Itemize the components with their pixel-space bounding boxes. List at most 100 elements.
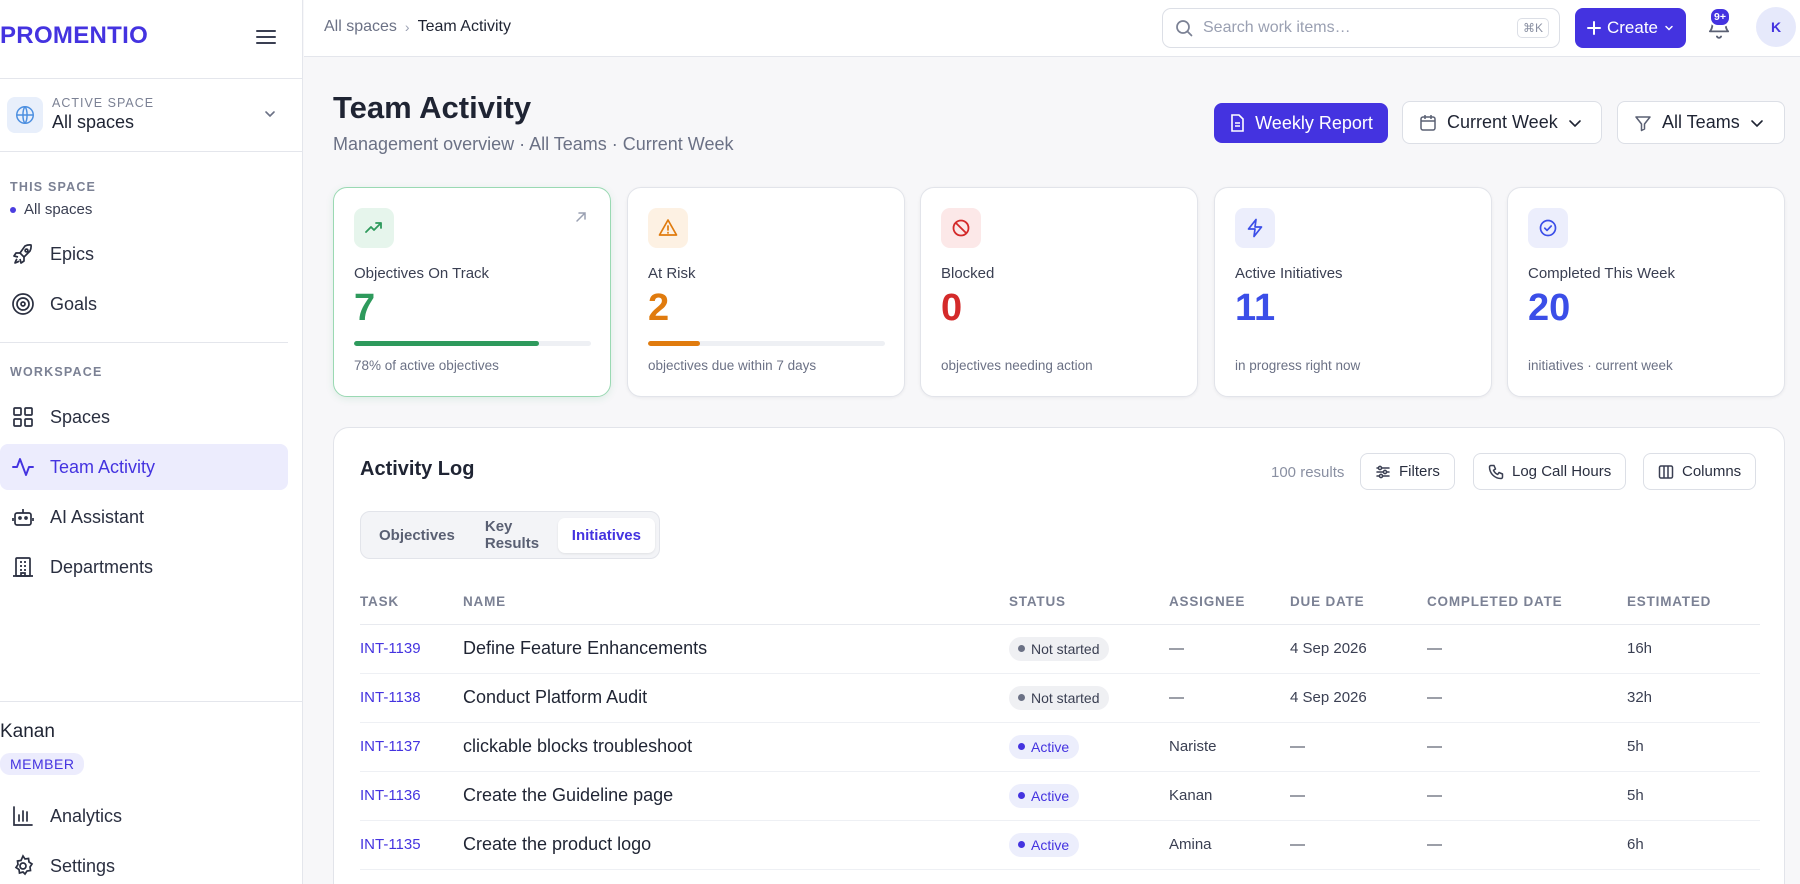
team-filter-dropdown[interactable]: All Teams [1617, 101, 1785, 144]
task-name[interactable]: clickable blocks troubleshoot [463, 722, 1009, 772]
task-id-link[interactable]: INT-1136 [360, 771, 463, 821]
avatar[interactable]: K [1756, 7, 1796, 47]
task-name[interactable]: Create the product logo [463, 820, 1009, 870]
column-header-task[interactable]: TASK [360, 580, 463, 625]
table-row[interactable]: INT-1135 Create the product logo Active … [360, 820, 1760, 870]
check-circle-icon [1528, 208, 1568, 248]
search-box[interactable]: ⌘K [1162, 8, 1560, 48]
column-header-status[interactable]: STATUS [1009, 580, 1169, 625]
sidebar-item-label: Departments [50, 556, 154, 577]
table-row[interactable]: INT-1139 Define Feature Enhancements Not… [360, 624, 1760, 674]
status-text: Not started [1031, 640, 1100, 657]
stat-label: Completed This Week [1528, 265, 1676, 282]
progress-fill [648, 341, 701, 346]
filters-button[interactable]: Filters [1360, 453, 1455, 490]
sidebar-item-label: Settings [50, 855, 116, 876]
column-header-assignee[interactable]: ASSIGNEE [1169, 580, 1290, 625]
status-cell: Not started [1009, 673, 1169, 723]
chevron-down-icon [1750, 116, 1764, 130]
globe-icon [7, 97, 43, 133]
weekly-report-button[interactable]: Weekly Report [1214, 103, 1388, 143]
chevron-down-icon [1568, 116, 1582, 130]
due-date-cell: 4 Sep 2026 [1290, 673, 1427, 723]
task-id-link[interactable]: INT-1137 [360, 722, 463, 772]
stat-card-active-initiatives[interactable]: Active Initiatives 11 in progress right … [1214, 187, 1492, 397]
arrow-up-right-icon[interactable] [574, 210, 588, 224]
assignee-cell: Nariste [1169, 722, 1290, 772]
calendar-icon [1419, 114, 1437, 132]
stat-subtext: objectives due within 7 days [648, 358, 817, 373]
status-cell: Not started [1009, 624, 1169, 674]
stat-value: 20 [1528, 287, 1571, 329]
sidebar-item-goals[interactable]: Goals [0, 281, 288, 327]
active-space-selector[interactable]: ACTIVE SPACE All spaces [0, 86, 290, 142]
sidebar-item-label: AI Assistant [50, 506, 145, 527]
sidebar-item-ai-assistant[interactable]: AI Assistant [0, 494, 288, 540]
column-header-due-date[interactable]: DUE DATE [1290, 580, 1427, 625]
tab-key-results[interactable]: Key Results [484, 518, 540, 552]
task-id-link[interactable]: INT-1139 [360, 624, 463, 674]
completed-date-cell: — [1427, 771, 1627, 821]
completed-date-cell: — [1427, 820, 1627, 870]
warning-icon [648, 208, 688, 248]
target-icon [10, 291, 36, 317]
activity-log-panel: Activity Log 100 results Filters Log Cal… [333, 427, 1785, 884]
task-name[interactable]: Conduct Platform Audit [463, 673, 1009, 723]
tab-objectives[interactable]: Objectives [379, 526, 455, 544]
stat-label: Active Initiatives [1235, 265, 1343, 282]
completed-date-cell: — [1427, 722, 1627, 772]
table-row[interactable]: INT-1137 clickable blocks troubleshoot A… [360, 722, 1760, 772]
table-row[interactable]: INT-1138 Conduct Platform Audit Not star… [360, 673, 1760, 723]
breadcrumb-all-spaces[interactable]: All spaces [324, 18, 397, 35]
sidebar-item-settings[interactable]: Settings [0, 843, 288, 884]
tab-initiatives[interactable]: Initiatives [557, 517, 655, 553]
columns-icon [1658, 464, 1674, 480]
sidebar-item-team-activity[interactable]: Team Activity [0, 444, 288, 490]
sidebar-item-epics[interactable]: Epics [0, 231, 288, 277]
task-name[interactable]: Define Feature Enhancements [463, 624, 1009, 674]
status-badge: Active [1009, 832, 1080, 857]
stat-label: At Risk [648, 265, 696, 282]
completed-date-cell: — [1427, 624, 1627, 674]
trending-up-icon [354, 208, 394, 248]
notification-badge: 9+ [1709, 7, 1731, 27]
log-call-hours-button[interactable]: Log Call Hours [1473, 453, 1627, 490]
menu-toggle-icon[interactable] [255, 27, 279, 47]
this-space-label: All spaces [24, 201, 93, 218]
sidebar-item-departments[interactable]: Departments [0, 544, 288, 590]
table-row[interactable]: INT-1136 Create the Guideline page Activ… [360, 771, 1760, 821]
search-input[interactable] [1203, 17, 1503, 39]
task-name[interactable]: Create the Guideline page [463, 771, 1009, 821]
column-header-completed-date[interactable]: COMPLETED DATE [1427, 580, 1627, 625]
status-dot [1018, 743, 1025, 750]
stat-card-at-risk[interactable]: At Risk 2 objectives due within 7 days [627, 187, 905, 397]
sidebar-item-analytics[interactable]: Analytics [0, 793, 288, 839]
column-header-estimated[interactable]: ESTIMATED [1627, 580, 1760, 625]
stat-value: 7 [354, 287, 376, 329]
stat-card-on-track[interactable]: Objectives On Track 7 78% of active obje… [333, 187, 611, 397]
this-space-item[interactable]: All spaces [10, 201, 92, 218]
plus-icon [1586, 21, 1601, 35]
due-date-cell: — [1290, 820, 1427, 870]
grid-icon [10, 404, 36, 430]
columns-button[interactable]: Columns [1643, 453, 1757, 490]
brand-logo[interactable]: PROMENTIO [0, 22, 149, 49]
columns-label: Columns [1682, 463, 1742, 480]
sidebar-item-spaces[interactable]: Spaces [0, 394, 288, 440]
stat-card-completed[interactable]: Completed This Week 20 initiatives · cur… [1507, 187, 1785, 397]
estimated-cell: 16h [1627, 624, 1760, 674]
activity-icon [10, 454, 36, 480]
task-id-link[interactable]: INT-1138 [360, 673, 463, 723]
filter-icon [1634, 114, 1652, 132]
activity-log-title: Activity Log [360, 458, 475, 480]
breadcrumb-current: Team Activity [417, 18, 511, 35]
sidebar-item-label: Analytics [50, 805, 123, 826]
estimated-cell: 5h [1627, 771, 1760, 821]
column-header-name[interactable]: NAME [463, 580, 1009, 625]
breadcrumb: All spaces › Team Activity [324, 18, 511, 36]
task-id-link[interactable]: INT-1135 [360, 820, 463, 870]
progress-fill [354, 341, 539, 346]
create-button[interactable]: Create [1575, 8, 1686, 48]
stat-card-blocked[interactable]: Blocked 0 objectives needing action [920, 187, 1198, 397]
week-filter-dropdown[interactable]: Current Week [1402, 101, 1602, 144]
